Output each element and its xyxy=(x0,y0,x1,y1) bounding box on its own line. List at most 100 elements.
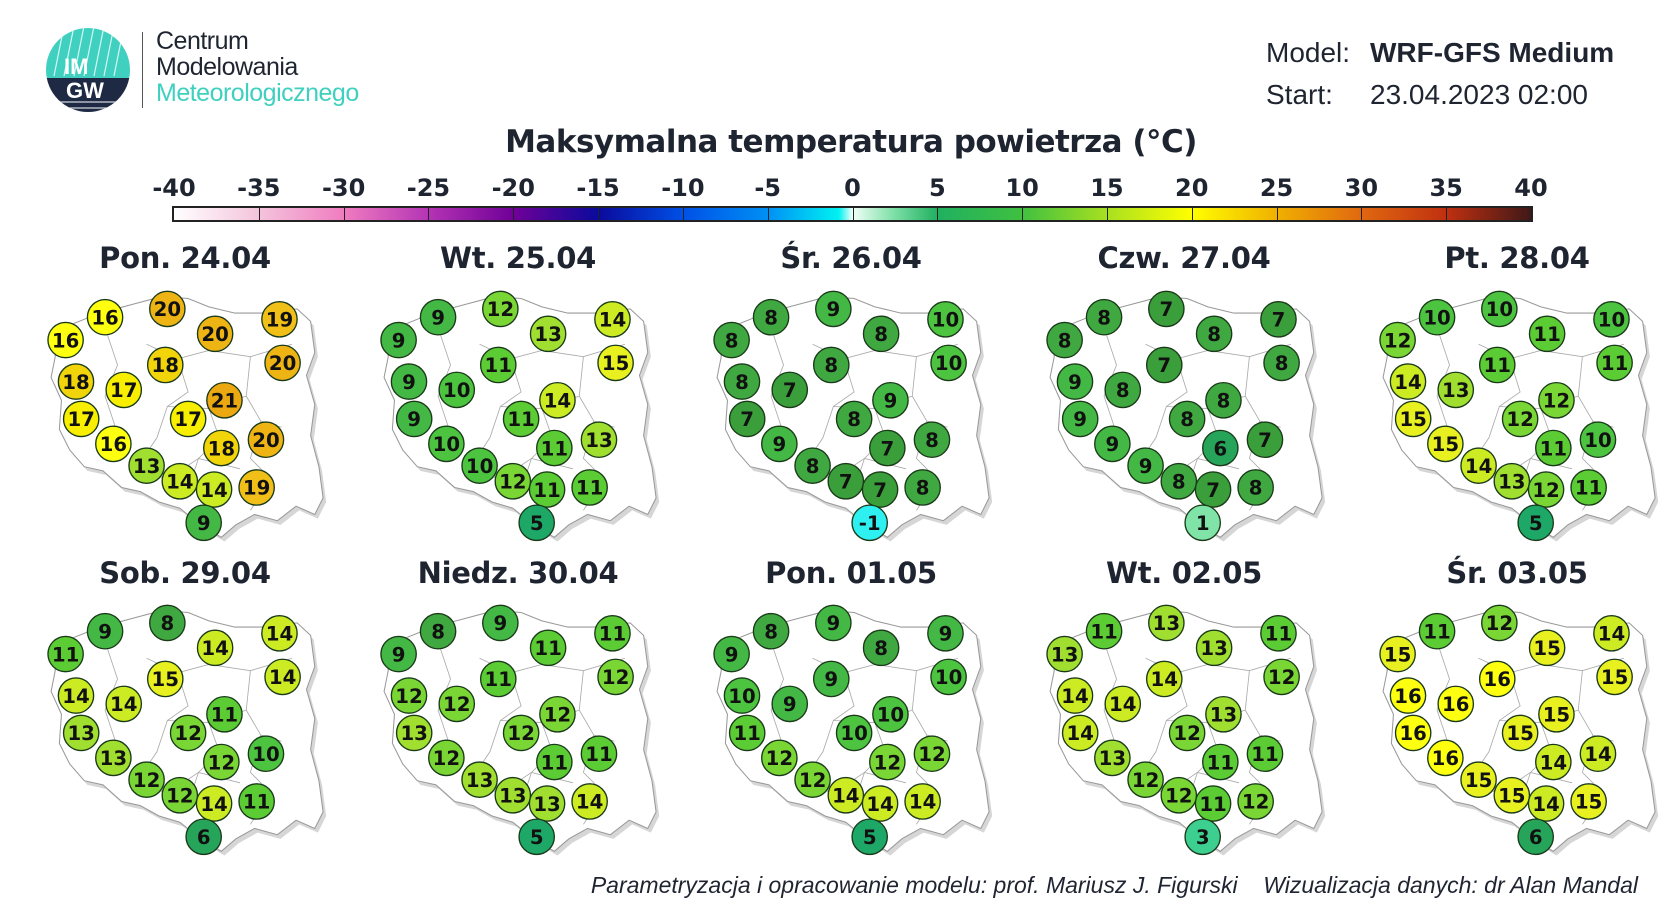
station-marker: 11 xyxy=(479,346,517,384)
temperature-circle xyxy=(869,429,906,467)
organization-name: Centrum Modelowania Meteorologicznego xyxy=(156,28,359,106)
temperature-value: 14 xyxy=(1066,722,1093,745)
station-marker: 14 xyxy=(264,658,301,696)
station-marker: 6 xyxy=(1517,818,1555,856)
temperature-circle xyxy=(1528,629,1566,667)
temperature-value: 12 xyxy=(766,747,793,770)
station-marker: 10 xyxy=(428,425,465,463)
station-marker: 11 xyxy=(528,471,566,508)
station-marker: 11 xyxy=(238,783,275,820)
colorbar-tick-label: 25 xyxy=(1259,174,1294,202)
temperature-value: 14 xyxy=(1532,793,1559,816)
temperature-circle xyxy=(206,695,243,733)
temperature-value: 14 xyxy=(832,785,859,808)
temperature-circle xyxy=(149,290,186,328)
station-marker: 14 xyxy=(1145,660,1183,698)
colorbar-tick-label: -35 xyxy=(237,174,281,202)
temperature-value: 12 xyxy=(395,685,422,708)
temperature-circle xyxy=(761,425,798,463)
temperature-value: 13 xyxy=(466,769,493,792)
temperature-circle xyxy=(723,677,761,714)
temperature-circle xyxy=(1570,783,1607,820)
station-marker: 10 xyxy=(1481,290,1518,328)
station-marker: 11 xyxy=(536,429,573,467)
station-marker: 20 xyxy=(247,421,285,459)
temperature-circle xyxy=(1460,761,1497,799)
temperature-value: 3 xyxy=(1196,826,1210,849)
poland-map-2804: 12 10 10 11 10 11 11 14 13 12 15 12 15 11 10 14 13 12 11 5 xyxy=(1379,290,1659,542)
temperature-value: 8 xyxy=(725,329,739,352)
station-marker: 12 xyxy=(1237,783,1274,820)
temperature-circle xyxy=(461,761,498,799)
temperature-circle xyxy=(95,739,132,777)
temperature-circle xyxy=(203,429,240,467)
station-marker: 12 xyxy=(1263,658,1300,696)
temperature-circle xyxy=(1202,429,1239,467)
station-marker: 12 xyxy=(1127,761,1164,799)
station-marker: 9 xyxy=(86,612,124,650)
station-marker: 17 xyxy=(105,371,143,409)
temperature-circle xyxy=(1061,400,1099,438)
station-marker: 5 xyxy=(851,818,889,856)
station-marker: 6 xyxy=(185,818,223,856)
temperature-value: 10 xyxy=(935,666,962,689)
temperature-value: 9 xyxy=(884,390,898,413)
temperature-circle xyxy=(1394,714,1432,752)
station-marker: 7 xyxy=(1145,346,1183,384)
day-title: Niedz. 30.04 xyxy=(417,556,619,590)
day-title: Śr. 03.05 xyxy=(1446,556,1588,590)
temperature-circle xyxy=(539,695,576,733)
temperature-value: 11 xyxy=(576,477,603,500)
station-marker: 5 xyxy=(1517,504,1555,542)
temperature-circle xyxy=(419,298,457,336)
temperature-value: 8 xyxy=(925,429,939,452)
temperature-value: 11 xyxy=(1199,793,1226,816)
temperature-value: 12 xyxy=(1506,408,1533,431)
temperature-value: 14 xyxy=(200,793,227,816)
temperature-circle xyxy=(380,321,417,359)
temperature-value: 10 xyxy=(728,685,755,708)
model-label: Model: xyxy=(1266,37,1351,68)
temperature-value: 8 xyxy=(1097,306,1111,329)
temperature-value: 12 xyxy=(208,751,235,774)
temperature-circle xyxy=(185,818,223,856)
temperature-circle xyxy=(851,818,889,856)
temperature-value: 13 xyxy=(1442,379,1469,402)
station-marker: 10 xyxy=(1579,421,1617,459)
temperature-circle xyxy=(1528,315,1566,353)
temperature-circle xyxy=(1538,381,1575,419)
temperature-value: 8 xyxy=(1116,379,1130,402)
temperature-value: 9 xyxy=(402,371,416,394)
station-marker: 14 xyxy=(195,785,233,822)
temperature-value: 7 xyxy=(1272,309,1286,332)
station-marker: 17 xyxy=(62,400,100,438)
station-marker: 7 xyxy=(1246,421,1284,459)
station-marker: 13 xyxy=(1195,629,1233,667)
station-marker: 8 xyxy=(713,321,750,359)
temperature-circle xyxy=(518,818,556,856)
temperature-circle xyxy=(771,685,809,723)
colorbar-tick xyxy=(598,208,600,220)
temperature-value: 12 xyxy=(1242,791,1269,814)
temperature-circle xyxy=(1237,783,1274,820)
temperature-value: 11 xyxy=(507,408,534,431)
station-marker: 15 xyxy=(1379,635,1416,673)
temperature-value: 12 xyxy=(918,743,945,766)
temperature-circle xyxy=(872,381,909,419)
temperature-value: 8 xyxy=(735,371,749,394)
station-marker: 11 xyxy=(1596,344,1633,382)
station-marker: 7 xyxy=(1148,290,1185,328)
station-marker: 7 xyxy=(827,462,865,500)
colorbar-tick-label: 5 xyxy=(928,174,946,202)
temperature-circle xyxy=(1389,363,1427,400)
colorbar-tick-label: -5 xyxy=(754,174,782,202)
temperature-value: 7 xyxy=(1258,429,1272,452)
station-marker: 13 xyxy=(529,315,567,353)
station-marker: 13 xyxy=(1148,604,1185,642)
station-marker: 13 xyxy=(461,761,498,799)
temperature-value: 11 xyxy=(541,751,568,774)
temperature-value: 14 xyxy=(1109,693,1136,716)
temperature-value: 14 xyxy=(62,685,89,708)
station-marker: 12 xyxy=(1168,714,1206,752)
station-marker: 14 xyxy=(1527,785,1565,822)
